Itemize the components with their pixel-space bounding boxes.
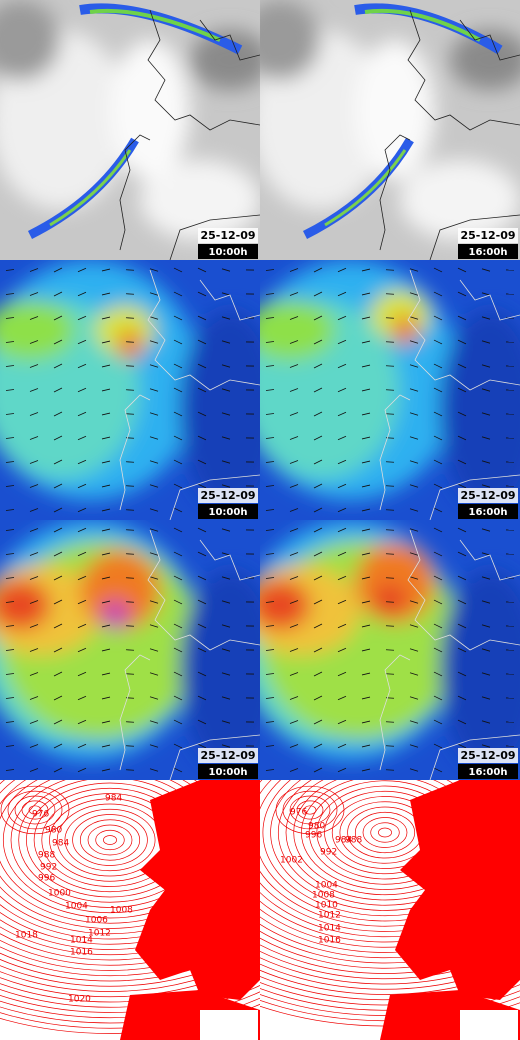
isobar-label: 980 [308, 822, 325, 832]
isobar-label: 992 [40, 863, 57, 873]
isobar-label: 988 [38, 851, 55, 861]
isobar-label: 1014 [318, 924, 341, 934]
map-panel: 25-12-09 10:00h [0, 0, 270, 261]
time-label: 10:00h [209, 247, 248, 258]
date-box [458, 488, 518, 503]
precip-core [89, 8, 221, 42]
time-label: 16:00h [469, 507, 508, 518]
map-panel: 25-12-09 16:00h [240, 0, 520, 261]
time-label: 16:00h [469, 767, 508, 778]
date-label: 25-12-09 [200, 749, 255, 762]
isobar-label: 1014 [70, 936, 93, 946]
map-panel: 25-12-09 10:00h [0, 260, 280, 521]
map: 25-12-09 16:00h [240, 0, 520, 261]
isobar-label: 1002 [280, 856, 303, 866]
map: 25-12-09 10:00h [0, 260, 280, 521]
isobar-label: 1016 [70, 948, 93, 958]
precip-core [324, 149, 407, 227]
isobar-label: 1008 [110, 906, 133, 916]
isobar-label: 1018 [15, 931, 38, 941]
isobar-label: 1012 [318, 911, 341, 921]
isobar-label: 1012 [88, 929, 111, 939]
isobar-label: 1016 [318, 936, 341, 946]
isobar-label: 976 [290, 808, 307, 818]
date-label: 25-12-09 [460, 749, 515, 762]
isobar-label: 1000 [48, 889, 71, 899]
precip-core [49, 149, 132, 227]
isobar-label: 988 [345, 836, 362, 846]
date-box [458, 748, 518, 763]
land [395, 780, 520, 1000]
precip-core [364, 8, 481, 42]
time-box [198, 764, 258, 779]
date-label: 25-12-09 [460, 489, 515, 502]
date-label: 25-12-09 [200, 229, 255, 242]
date-box [458, 228, 518, 243]
map: 9849769809849889929961000100410061008101… [0, 646, 395, 1040]
isobar-label: 996 [305, 831, 322, 841]
isobar-label: 1006 [85, 916, 108, 926]
time-label: 10:00h [209, 767, 248, 778]
map: 25-12-09 10:00h [0, 520, 280, 781]
date-label: 25-12-09 [200, 489, 255, 502]
isobar-label: 1020 [68, 995, 91, 1005]
date-box [198, 228, 258, 243]
map: 9769809849889929961002100410081010101210… [100, 638, 520, 1040]
mask [200, 1010, 258, 1040]
isobar-label: 980 [45, 826, 62, 836]
isobar-label: 1004 [65, 902, 88, 912]
date-box [198, 748, 258, 763]
date-label: 25-12-09 [460, 229, 515, 242]
isobar-label: 996 [38, 874, 55, 884]
isobar-label: 992 [320, 848, 337, 858]
isobar-label: 984 [52, 839, 69, 849]
isobar-label: 1008 [312, 891, 335, 901]
time-box [198, 244, 258, 259]
map-panel: 976 980 984 988 992 996 1002 1004 1008 1010 1012 10… [100, 638, 520, 1040]
time-label: 10:00h [209, 507, 248, 518]
isobar-label: 1004 [315, 881, 338, 891]
map-panel: 984 976 980 984 988 992 996 1000 1004 1006 1008 101… [0, 646, 395, 1040]
time-box [198, 504, 258, 519]
time-label: 16:00h [469, 247, 508, 258]
isobar-label: 984 [335, 836, 352, 846]
date-box [198, 488, 258, 503]
time-box [458, 764, 518, 779]
map: 25-12-09 16:00h [240, 520, 520, 781]
isobar-label: 976 [32, 810, 49, 820]
mask [460, 1010, 518, 1040]
map: 25-12-09 16:00h [240, 260, 520, 521]
time-box [458, 504, 518, 519]
isobar-label: 984 [105, 794, 122, 804]
map-panel: 25-12-09 16:00h [240, 260, 520, 521]
map-panel: 25-12-09 10:00h [0, 520, 280, 781]
map: 25-12-09 10:00h [0, 0, 270, 261]
map-panel: 25-12-09 16:00h [240, 520, 520, 781]
isobar-label: 1010 [315, 901, 338, 911]
time-box [458, 244, 518, 259]
land [135, 780, 260, 1000]
